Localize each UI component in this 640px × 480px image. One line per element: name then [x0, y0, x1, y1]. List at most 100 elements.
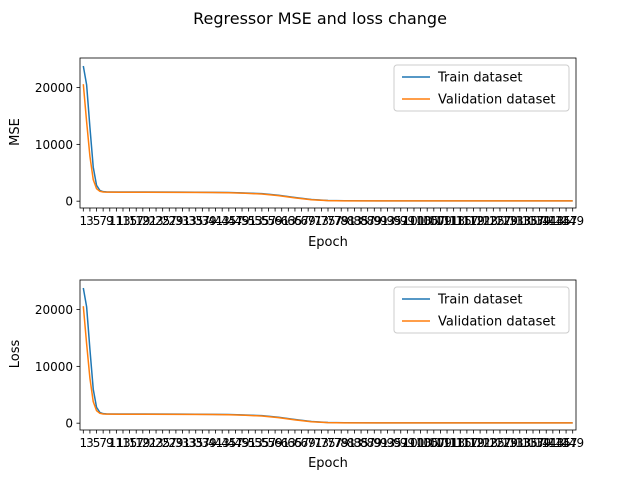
x-tick-label: 57: [261, 436, 276, 450]
x-tick-label: 51: [241, 436, 256, 450]
x-tick-label: 139: [528, 436, 551, 450]
x-tick-label: 147: [555, 214, 578, 228]
y-tick-label: 20000: [35, 303, 73, 317]
x-tick-label: 83: [347, 214, 362, 228]
x-tick-label: 73: [314, 436, 329, 450]
x-tick-label: 97: [393, 436, 408, 450]
x-tick-label: 39: [201, 436, 216, 450]
x-tick-label: 103: [409, 214, 432, 228]
x-tick-label: 67: [294, 214, 309, 228]
x-tick-label: 107: [422, 436, 445, 450]
x-tick-label: 45: [221, 436, 236, 450]
x-tick-label: 87: [360, 214, 375, 228]
x-tick-label: 137: [522, 436, 545, 450]
x-tick-label: 11: [109, 436, 124, 450]
x-tick-label: 99: [400, 214, 415, 228]
x-tick-label: 135: [515, 436, 538, 450]
x-tick-label: 127: [488, 214, 511, 228]
x-tick-label: 37: [195, 436, 210, 450]
x-tick-label: 117: [455, 214, 478, 228]
x-tick-label: 75: [320, 436, 335, 450]
x-tick-label: 109: [429, 214, 452, 228]
x-tick-label: 55: [254, 214, 269, 228]
x-tick-label: 119: [462, 214, 485, 228]
x-tick-label: 71: [307, 436, 322, 450]
x-tick-label: 59: [267, 214, 282, 228]
x-tick-label: 145: [548, 436, 571, 450]
y-tick-label: 10000: [35, 138, 73, 152]
legend-label: Train dataset: [437, 71, 522, 86]
x-tick-label: 73: [314, 214, 329, 228]
x-tick-label: 95: [386, 214, 401, 228]
x-tick-label: 101: [403, 214, 426, 228]
x-tick-label: 37: [195, 214, 210, 228]
x-tick-label: 123: [475, 436, 498, 450]
x-tick-label: 67: [294, 436, 309, 450]
x-tick-label: 47: [228, 214, 243, 228]
x-tick-label: 147: [555, 436, 578, 450]
y-tick-label: 0: [65, 195, 73, 209]
x-tick-label: 111: [436, 214, 459, 228]
x-tick-label: 131: [502, 214, 525, 228]
legend-label: Train dataset: [437, 293, 522, 308]
x-tick-label: 1: [79, 214, 87, 228]
x-tick-label: 43: [215, 214, 230, 228]
x-tick-label: 71: [307, 214, 322, 228]
x-tick-label: 3: [86, 214, 94, 228]
x-tick-label: 13: [115, 214, 130, 228]
legend-box: [393, 286, 570, 334]
figure-title: Regressor MSE and loss change: [193, 9, 447, 28]
x-tick-label: 31: [175, 214, 190, 228]
y-tick-label: 20000: [35, 81, 73, 95]
x-tick-label: 57: [261, 214, 276, 228]
x-tick-label: 29: [168, 214, 183, 228]
x-tick-label: 11: [109, 214, 124, 228]
x-tick-label: 137: [522, 214, 545, 228]
x-tick-label: 129: [495, 214, 518, 228]
x-tick-label: 77: [327, 214, 342, 228]
x-tick-label: 95: [386, 436, 401, 450]
x-tick-label: 49: [234, 214, 249, 228]
x-tick-label: 47: [228, 436, 243, 450]
y-axis-label: MSE: [8, 118, 23, 146]
x-tick-label: 105: [416, 436, 439, 450]
x-tick-label: 31: [175, 436, 190, 450]
y-axis-label: Loss: [8, 340, 23, 369]
x-tick-label: 19: [135, 436, 150, 450]
legend-label: Validation dataset: [438, 315, 555, 330]
x-tick-label: 63: [281, 214, 296, 228]
x-tick-label: 131: [502, 436, 525, 450]
x-tick-label: 145: [548, 214, 571, 228]
x-tick-label: 23: [148, 214, 163, 228]
x-tick-label: 29: [168, 436, 183, 450]
x-tick-label: 85: [353, 436, 368, 450]
x-tick-label: 93: [380, 214, 395, 228]
x-tick-label: 43: [215, 436, 230, 450]
x-tick-label: 87: [360, 436, 375, 450]
x-tick-label: 69: [301, 214, 316, 228]
x-tick-label: 121: [469, 436, 492, 450]
x-tick-label: 149: [561, 214, 584, 228]
x-tick-label: 65: [287, 436, 302, 450]
chart-loss: Loss Epoch 01000020000135791113151719212…: [8, 279, 584, 471]
x-tick-label: 125: [482, 214, 505, 228]
series-line-validation: [82, 84, 573, 202]
x-tick-label: 127: [488, 436, 511, 450]
x-tick-label: 9: [106, 214, 114, 228]
x-tick-label: 41: [208, 214, 223, 228]
x-tick-label: 99: [400, 436, 415, 450]
x-tick-label: 63: [281, 436, 296, 450]
x-tick-label: 129: [495, 436, 518, 450]
x-tick-label: 105: [416, 214, 439, 228]
x-tick-label: 111: [436, 436, 459, 450]
x-tick-label: 65: [287, 214, 302, 228]
x-tick-label: 91: [373, 214, 388, 228]
x-tick-label: 25: [155, 214, 170, 228]
x-tick-label: 5: [93, 214, 101, 228]
x-tick-label: 35: [188, 436, 203, 450]
x-tick-label: 53: [248, 436, 263, 450]
x-tick-label: 3: [86, 436, 94, 450]
legend-label: Validation dataset: [438, 93, 555, 108]
x-tick-label: 141: [535, 436, 558, 450]
